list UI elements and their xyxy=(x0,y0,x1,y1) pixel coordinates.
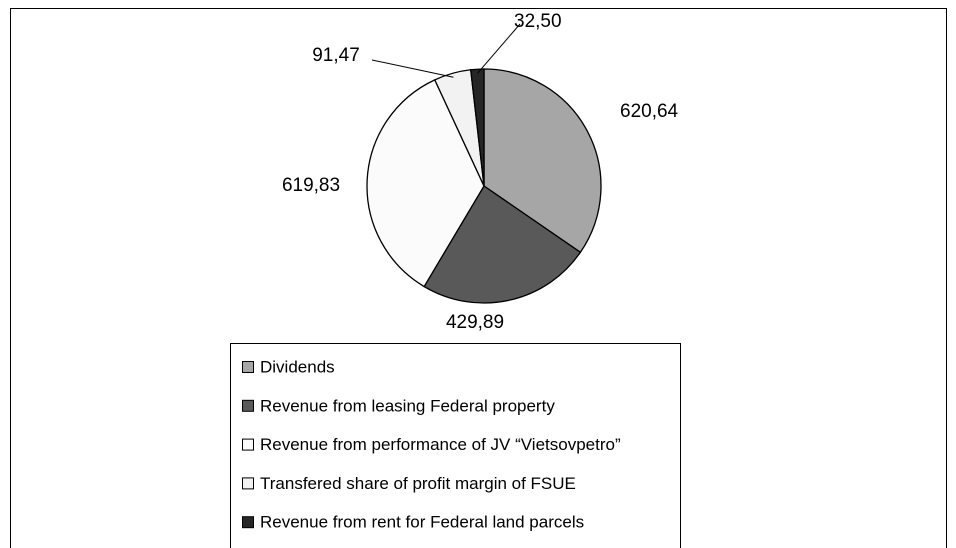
legend-swatch xyxy=(242,399,254,412)
legend-swatch xyxy=(242,361,254,373)
legend-swatch xyxy=(242,477,254,490)
pie-slice xyxy=(483,68,602,254)
legend-label: Revenue from leasing Federal property xyxy=(260,396,555,415)
data-label: 32,50 xyxy=(514,11,562,32)
legend-label: Revenue from rent for Federal land parce… xyxy=(260,513,584,532)
legend-swatch xyxy=(242,516,254,529)
pie-slice xyxy=(423,185,582,304)
legend-label: Revenue from performance of JV “Vietsovp… xyxy=(260,435,621,454)
pie-slice xyxy=(469,68,485,187)
legend-label: Transfered share of profit margin of FSU… xyxy=(260,474,576,493)
data-label: 619,83 xyxy=(282,175,340,196)
data-label: 429,89 xyxy=(446,312,504,333)
data-label: 620,64 xyxy=(620,101,679,122)
leader-line xyxy=(371,59,454,78)
legend-label: Dividends xyxy=(260,357,335,376)
legend-box xyxy=(230,343,681,548)
pie-slice xyxy=(366,78,485,288)
leader-line xyxy=(477,23,521,74)
data-label: 91,47 xyxy=(312,45,360,66)
legend-swatch xyxy=(242,438,254,451)
